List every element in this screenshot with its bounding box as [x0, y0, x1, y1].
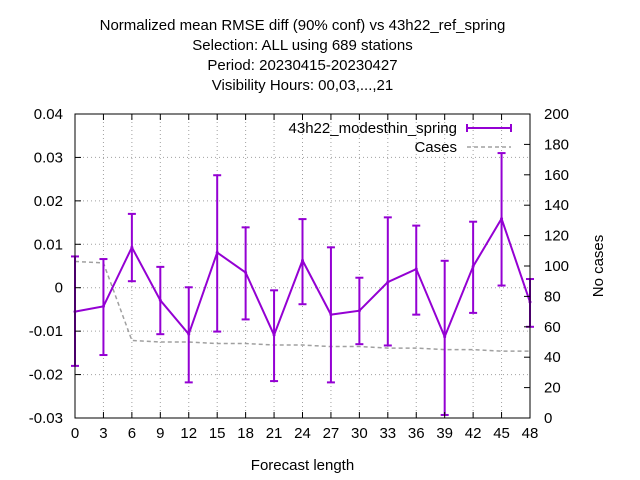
- x-tick-label: 39: [436, 425, 453, 442]
- x-axis-label: Forecast length: [251, 457, 354, 474]
- y-tick-label: -0.03: [29, 410, 63, 427]
- x-tick-label: 33: [379, 425, 396, 442]
- y2-tick-label: 60: [544, 319, 561, 336]
- y2-tick-label: 180: [544, 136, 569, 153]
- cases-series-line: [74, 260, 530, 352]
- data-point: [329, 313, 333, 317]
- y2-axis-label: No cases: [590, 235, 607, 298]
- y-tick-label: 0.01: [34, 236, 63, 253]
- x-tick-label: 27: [323, 425, 340, 442]
- data-point: [130, 245, 134, 249]
- y2-tick-label: 80: [544, 288, 561, 305]
- data-point: [386, 280, 390, 284]
- data-point: [471, 264, 475, 268]
- axes: 0 3 6 9 12 15 18 21 24 27 30 33 36 39 42 45 480.040.030.…: [29, 106, 607, 474]
- y2-tick-label: 160: [544, 167, 569, 184]
- chart-title: Normalized mean RMSE diff (90% conf) vs …: [0, 16, 605, 96]
- y2-tick-label: 120: [544, 228, 569, 245]
- y2-tick-label: 140: [544, 197, 569, 214]
- data-point: [244, 271, 248, 275]
- plot-area: [71, 152, 534, 416]
- x-tick-label: 30: [351, 425, 368, 442]
- x-tick-label: 3: [99, 425, 107, 442]
- title-line-4: Visibility Hours: 00,03,...,21: [211, 77, 394, 94]
- x-tick-label: 9: [156, 425, 164, 442]
- x-tick-label: 45: [493, 425, 510, 442]
- data-point: [414, 267, 418, 271]
- x-tick-label: 21: [266, 425, 283, 442]
- data-point: [301, 258, 304, 262]
- data-point: [101, 304, 105, 308]
- legend-label-main: 43h22_modesthin_spring: [289, 120, 457, 137]
- x-tick-label: 36: [408, 425, 425, 442]
- x-tick-label: 0: [71, 425, 79, 442]
- y-tick-label: 0.02: [34, 193, 63, 210]
- y-tick-label: -0.01: [29, 323, 63, 340]
- x-tick-label: 6: [128, 425, 136, 442]
- data-point: [443, 335, 447, 339]
- y2-tick-label: 100: [544, 258, 569, 275]
- y-tick-label: 0: [55, 280, 63, 297]
- data-point: [215, 251, 219, 255]
- x-tick-label: 24: [294, 425, 311, 442]
- y2-tick-label: 200: [544, 106, 569, 123]
- x-tick-label: 48: [522, 425, 539, 442]
- x-tick-label: 18: [237, 425, 254, 442]
- legend: 43h22_modesthin_spring Cases: [289, 120, 512, 156]
- x-tick-label: 15: [209, 425, 226, 442]
- data-point: [357, 309, 361, 313]
- y-tick-label: 0.03: [34, 149, 63, 166]
- y2-tick-label: 40: [544, 349, 561, 366]
- y2-tick-label: 20: [544, 380, 561, 397]
- data-point: [187, 332, 191, 336]
- title-line-1: Normalized mean RMSE diff (90% conf) vs …: [99, 17, 506, 34]
- data-point: [500, 217, 504, 221]
- title-line-3: Period: 20230415-20230427: [207, 57, 398, 74]
- data-point: [158, 298, 162, 302]
- data-point: [272, 333, 276, 337]
- title-line-2: Selection: ALL using 689 stations: [192, 37, 413, 54]
- x-tick-label: 12: [180, 425, 197, 442]
- y2-tick-label: 0: [544, 410, 552, 427]
- y-tick-label: 0.04: [34, 106, 63, 123]
- y-tick-label: -0.02: [29, 367, 63, 384]
- x-tick-label: 42: [465, 425, 482, 442]
- legend-label-cases: Cases: [414, 139, 457, 156]
